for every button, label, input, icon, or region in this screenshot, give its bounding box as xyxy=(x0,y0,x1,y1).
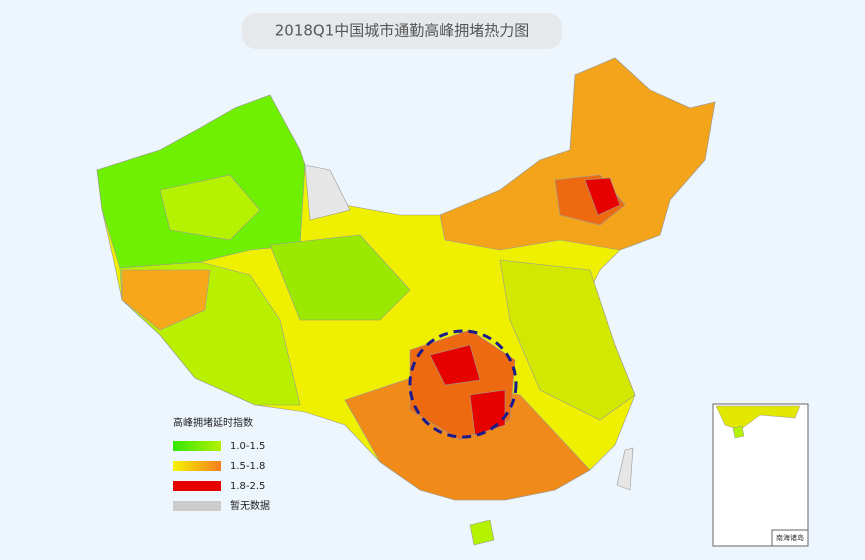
legend-label: 1.5-1.8 xyxy=(230,461,265,472)
legend-swatch xyxy=(173,461,221,471)
inset-hainan xyxy=(732,425,745,439)
taiwan xyxy=(616,447,634,491)
legend-label: 1.0-1.5 xyxy=(230,441,265,452)
region-qinghai xyxy=(269,234,411,321)
inset-label: 南海诸岛 xyxy=(776,533,804,542)
legend-swatch xyxy=(173,481,221,491)
region-no-data xyxy=(304,164,351,221)
legend-title: 高峰拥堵延时指数 xyxy=(173,416,253,429)
region-chengdu xyxy=(429,344,481,386)
hainan xyxy=(469,519,495,546)
region-tibet-west xyxy=(121,269,211,331)
region-harbin xyxy=(584,177,621,216)
china-map xyxy=(96,57,716,546)
title: 2018Q1中国城市通勤高峰拥堵热力图 xyxy=(275,22,530,40)
legend-swatch xyxy=(173,501,221,511)
legend-label: 暂无数据 xyxy=(230,499,270,512)
legend: 高峰拥堵延时指数 1.0-1.5 1.5-1.8 1.8-2.5 暂无数据 xyxy=(173,416,270,512)
region-northeast xyxy=(439,57,716,251)
inset: 南海诸岛 xyxy=(712,403,809,547)
title-box xyxy=(242,13,562,49)
legend-swatch xyxy=(173,441,221,451)
region-northwest-light xyxy=(159,174,261,241)
highlight-circle xyxy=(408,329,518,439)
region-east xyxy=(499,259,636,421)
inset-coast xyxy=(715,405,801,431)
inset-label-box xyxy=(771,529,809,547)
inset-frame xyxy=(712,403,809,547)
legend-label: 1.8-2.5 xyxy=(230,481,265,492)
